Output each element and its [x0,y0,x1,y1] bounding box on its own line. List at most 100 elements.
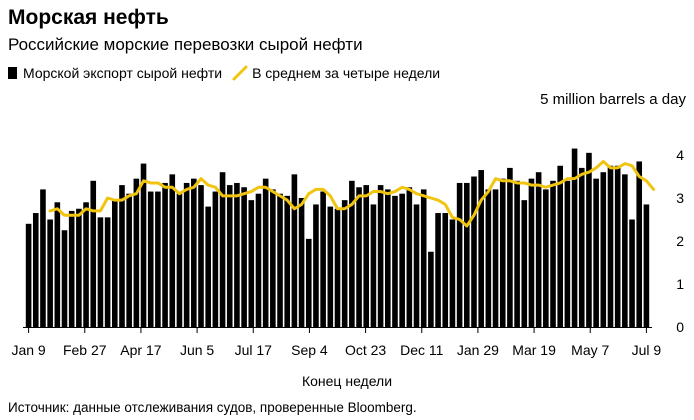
bar-44 [341,200,348,327]
average-line [48,159,656,228]
bar-46 [356,187,362,327]
x-tick-label-3: Jun 5 [180,342,214,358]
legend-bars-label: Морской экспорт сырой нефти [23,65,223,81]
bar-41 [320,191,326,327]
bar-61 [464,182,470,327]
bar-51 [392,195,398,327]
bar-55 [420,189,427,327]
bar-5 [61,230,68,327]
bar-53 [406,187,413,327]
bar-64 [485,189,492,327]
bar-27 [219,172,226,327]
bar-39 [305,238,312,327]
bar-86 [643,204,650,327]
legend: Морской экспорт сырой нефти В среднем за… [8,65,450,81]
bar-9 [90,180,97,327]
bar-78 [586,152,592,327]
bar-37 [291,174,298,327]
bar-60 [456,182,463,327]
x-tick-label-2: Apr 17 [120,342,161,358]
legend-line-swatch [232,65,248,81]
x-tick-label-5: Sep 4 [291,342,328,358]
y-tick-label-1: 1 [676,276,684,292]
x-tick-label-11: Jul 9 [632,342,662,358]
bar-54 [413,204,420,327]
bar-34 [270,189,276,327]
bar-72 [543,189,549,327]
bar-28 [226,185,233,327]
bar-50 [384,189,391,327]
legend-line-label: В среднем за четыре недели [252,65,441,81]
bar-7 [76,208,82,327]
bar-56 [428,251,434,327]
source-note: Источник: данные отслеживания судов, про… [8,400,417,415]
bar-26 [212,191,219,327]
bar-67 [507,167,513,327]
bar-20 [169,174,176,327]
bar-68 [514,180,520,327]
bar-80 [600,172,607,327]
bar-35 [277,193,283,327]
bar-31 [248,200,255,327]
bar-83 [622,174,628,327]
bar-47 [363,185,370,327]
x-tick-label-4: Jul 17 [235,342,273,358]
bar-25 [205,206,211,327]
x-tick-label-8: Jan 29 [457,342,499,358]
bar-75 [564,180,571,327]
bar-84 [629,219,635,327]
bar-4 [54,202,61,327]
bar-62 [471,176,477,327]
y-tick-label-0: 0 [676,319,684,335]
legend-item-line: В среднем за четыре недели [232,65,440,81]
bar-16 [140,163,147,327]
bar-6 [68,210,75,327]
bar-65 [492,189,499,327]
bar-13 [119,185,125,327]
units-label: 5 million barrels a day [540,91,686,108]
x-tick-label-1: Feb 27 [63,342,107,358]
bar-63 [478,170,484,327]
bar-76 [571,148,578,327]
bar-32 [255,193,262,327]
y-tick-label-4: 4 [676,147,684,163]
chart-subtitle: Российские морские перевозки сырой нефти [8,35,363,54]
bar-45 [349,180,355,327]
bar-11 [104,217,111,327]
bar-10 [97,217,104,327]
bar-74 [557,165,563,327]
bar-38 [298,198,305,327]
bar-66 [499,178,506,327]
bar-24 [198,185,204,327]
bar-69 [521,200,528,327]
bar-82 [614,165,621,327]
chart-title: Морская нефть [8,6,169,29]
bar-12 [112,200,118,327]
bar-81 [607,165,614,327]
bar-57 [435,213,441,327]
x-tick-label-10: May 7 [571,342,609,358]
bar-49 [377,185,384,327]
x-tick-label-0: Jan 9 [11,342,45,358]
y-tick-label-2: 2 [676,233,684,249]
bar-17 [147,191,154,327]
x-tick-label-6: Oct 23 [345,342,386,358]
y-tick-label-3: 3 [676,190,684,206]
bar-77 [578,167,585,327]
bar-1 [32,213,39,327]
bar-79 [593,178,599,327]
bar-23 [191,178,197,327]
bar-40 [313,204,319,327]
bar-70 [528,178,535,327]
bar-14 [126,193,132,327]
bar-42 [327,206,334,327]
bar-43 [334,208,341,327]
bar-29 [234,182,240,327]
bar-85 [636,161,643,327]
x-tick-label-9: Mar 19 [512,342,556,358]
bar-58 [442,213,449,327]
bar-8 [83,202,89,327]
bar-71 [535,172,542,327]
bar-3 [47,219,53,327]
x-tick-label-7: Dec 11 [400,342,444,358]
